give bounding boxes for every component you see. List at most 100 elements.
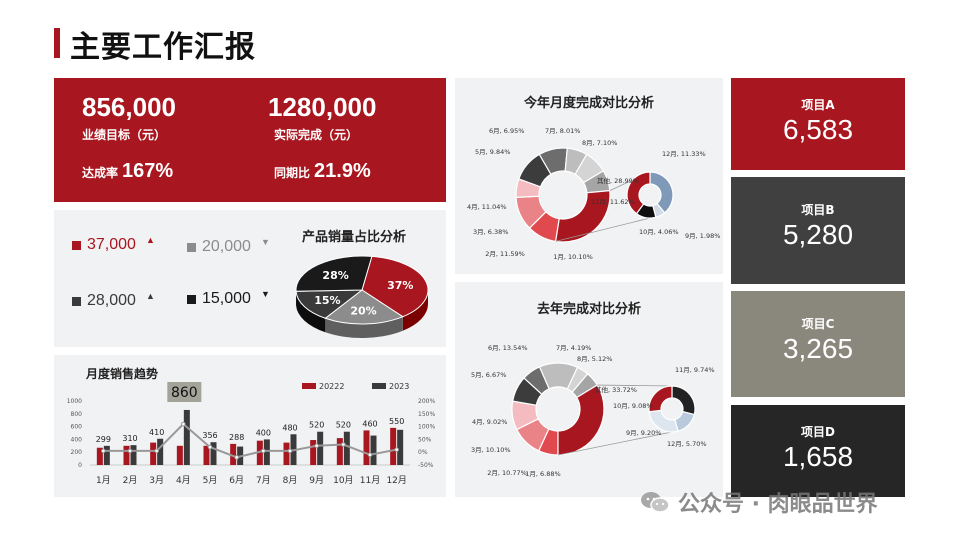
share-value: 37,000	[87, 236, 136, 253]
last-year-title: 去年完成对比分析	[536, 302, 641, 317]
donut-label: 8月, 5.12%	[577, 355, 612, 363]
data-label: 460	[362, 419, 377, 428]
sub-donut-segment	[671, 385, 696, 416]
y2-tick-label: -50%	[418, 462, 434, 469]
growth-point	[207, 444, 213, 450]
donut-label: 1月, 10.10%	[553, 253, 593, 261]
callout-box	[167, 382, 202, 402]
growth-point	[314, 443, 319, 449]
project-label: 项目C	[801, 317, 835, 331]
project-card-d: 项目D 1,658	[731, 405, 905, 497]
target-label: 业绩目标（元）	[82, 128, 167, 142]
page-title: 主要工作汇报	[70, 30, 256, 65]
sub-donut-label: 9月, 9.20%	[626, 429, 661, 437]
bar-2022	[336, 438, 343, 465]
sub-donut-segment	[626, 171, 651, 215]
title-accent-bar	[54, 28, 60, 58]
x-tick-label: 1月	[96, 475, 111, 486]
sub-donut-label: 12月, 11.33%	[662, 150, 706, 158]
donut-label: 3月, 10.10%	[471, 446, 511, 454]
bar-2022	[310, 440, 317, 465]
growth-point	[154, 448, 159, 454]
bar-2023	[397, 429, 404, 465]
bar-2023	[103, 445, 110, 465]
pie-slice	[295, 255, 373, 292]
donut-label: 5月, 9.84%	[475, 148, 510, 156]
connector-line	[597, 384, 673, 387]
down-arrow-icon: ▼	[260, 289, 270, 299]
x-tick-label: 9月	[309, 475, 324, 486]
down-arrow-icon: ▼	[260, 237, 270, 247]
pie-slice	[324, 289, 404, 325]
bar-2023	[317, 431, 324, 465]
bar-2022	[363, 430, 370, 465]
bar-2023	[130, 445, 137, 465]
x-tick-label: 7月	[256, 475, 271, 486]
connector-line	[555, 217, 651, 242]
sub-donut-segment	[649, 171, 674, 214]
pie-slice	[295, 289, 364, 319]
rate-block: 达成率 167%	[82, 160, 173, 183]
sub-donut-segment	[648, 385, 673, 413]
project-label: 项目A	[801, 98, 835, 112]
growth-line	[103, 422, 397, 459]
share-item-1: 37,000 ▲	[72, 235, 155, 254]
donut-label: 其他, 28.99%	[597, 176, 639, 185]
donut-label: 7月, 4.19%	[556, 344, 591, 352]
project-value: 1,658	[782, 441, 854, 472]
share-value: 15,000	[202, 290, 251, 307]
project-card-a: 项目A 6,583	[731, 78, 905, 170]
bar-2022	[176, 445, 183, 465]
sub-donut-label: 11月, 9.74%	[675, 366, 715, 374]
donut-label: 4月, 9.02%	[472, 418, 507, 426]
sub-donut-label: 10月, 4.06%	[639, 228, 679, 236]
this-year-panel: 今年月度完成对比分析 1月, 10.10% 2月, 11.59% 3月, 6.38%…	[455, 78, 723, 274]
data-label: 410	[149, 428, 164, 437]
legend-swatch	[187, 242, 196, 252]
x-tick-label: 10月	[333, 475, 353, 486]
legend-swatch-2023	[372, 383, 386, 389]
bar-2022	[150, 442, 157, 465]
up-arrow-icon: ▲	[145, 235, 155, 245]
donut-segment	[557, 384, 605, 456]
yoy-label: 同期比	[274, 166, 311, 180]
bar-2022	[256, 440, 263, 465]
project-card-b: 项目B 5,280	[731, 177, 905, 284]
share-value: 20,000	[202, 238, 251, 255]
data-label: 520	[309, 421, 324, 430]
y-tick-label: 800	[71, 411, 83, 418]
y2-tick-label: 150%	[418, 411, 435, 418]
pie-slice-label: 15%	[314, 294, 340, 307]
growth-point	[181, 421, 186, 427]
y2-tick-label: 0%	[418, 449, 428, 456]
growth-point	[127, 448, 133, 454]
target-value: 856,000	[82, 92, 176, 122]
growth-point	[234, 455, 239, 460]
y-tick-label: 600	[71, 424, 83, 431]
data-label: 288	[229, 433, 244, 442]
y2-tick-label: 100%	[418, 424, 435, 431]
growth-point	[261, 448, 266, 454]
product-share-pie: 37% 20% 15% 28%	[295, 255, 429, 338]
data-label: 310	[122, 434, 137, 443]
legend-label: 20222	[319, 382, 344, 391]
data-label: 299	[96, 435, 111, 444]
watermark: 公众号 · 肉眼品世界	[640, 486, 878, 518]
data-label: 400	[256, 428, 271, 437]
connector-line	[557, 431, 673, 456]
actual-value: 1280,000	[268, 92, 377, 122]
trend-chart-title: 月度销售趋势	[86, 367, 159, 381]
donut-label: 7月, 8.01%	[545, 127, 580, 135]
share-value: 28,000	[87, 292, 136, 309]
legend-swatch	[72, 240, 81, 250]
x-tick-label: 8月	[283, 475, 298, 486]
yoy-block: 同期比 21.9%	[274, 160, 371, 183]
project-label: 项目B	[801, 203, 835, 217]
y-tick-label: 200	[71, 449, 83, 456]
bar-2022	[390, 427, 397, 465]
y-tick-label: 0	[78, 462, 82, 469]
watermark-text: 公众号 · 肉眼品世界	[678, 492, 878, 517]
rate-label: 达成率	[82, 166, 119, 180]
sub-donut-label: 10月, 9.08%	[613, 402, 653, 410]
growth-point	[101, 448, 106, 454]
